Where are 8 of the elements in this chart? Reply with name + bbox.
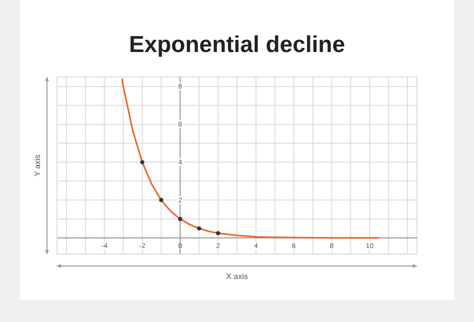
point [159, 198, 164, 202]
point [196, 226, 202, 231]
point [140, 160, 144, 164]
chart-title: Exponential decline [129, 31, 345, 57]
line-series [121, 78, 380, 239]
y-axis-title: Y axis [33, 154, 42, 176]
point [216, 231, 220, 236]
x-axis-title: X axis [226, 272, 248, 281]
